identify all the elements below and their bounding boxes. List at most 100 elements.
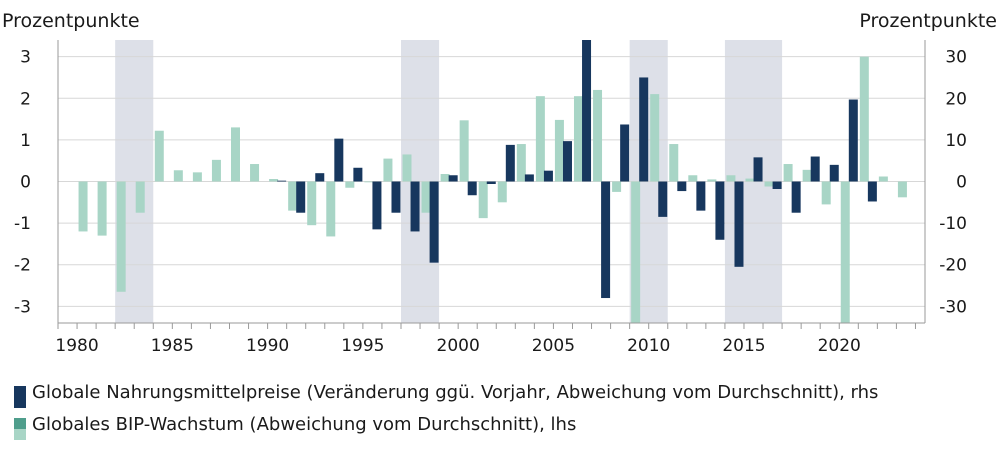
- right-tick-label-0: 30: [945, 48, 967, 68]
- gdp-bar-1995: [364, 181, 374, 183]
- gdp-bar-1987: [211, 159, 221, 182]
- food-bar-1993: [315, 173, 325, 182]
- legend-swatch-gdp-top: [14, 418, 26, 429]
- gdp-bar-1998: [421, 181, 431, 213]
- x-tick-label-2000: 2000: [437, 336, 480, 356]
- legend-item-gdp: Globales BIP-Wachstum (Abweichung vom Du…: [14, 412, 878, 444]
- gdp-bar-2018: [802, 169, 812, 182]
- food-bar-2015: [734, 181, 744, 267]
- gdp-bar-1986: [192, 172, 202, 182]
- right-tick-label-3: 0: [956, 173, 967, 193]
- gdp-bar-2004: [535, 96, 545, 182]
- food-bar-2010: [639, 77, 649, 182]
- food-bar-2021: [848, 99, 858, 182]
- food-bar-2000: [448, 175, 458, 182]
- food-bar-2013: [696, 181, 706, 211]
- x-tick-label-2015: 2015: [722, 336, 765, 356]
- gdp-bar-1990: [269, 179, 279, 182]
- x-tick-label-2020: 2020: [818, 336, 861, 356]
- x-tick-label-1990: 1990: [246, 336, 289, 356]
- gdp-bar-2006: [573, 96, 583, 182]
- food-bar-1994: [334, 138, 344, 182]
- food-bar-1997: [391, 181, 401, 213]
- food-bar-2011: [658, 181, 668, 217]
- food-price-bars: [277, 40, 877, 299]
- gdp-bar-1997: [402, 154, 412, 182]
- x-tick-label-1985: 1985: [151, 336, 194, 356]
- food-bar-1996: [372, 181, 382, 230]
- gdp-bar-2008: [612, 181, 622, 192]
- gdp-bar-1988: [230, 127, 240, 182]
- x-tick-label-2010: 2010: [627, 336, 670, 356]
- gdp-bar-2010: [650, 94, 660, 182]
- food-bar-2001: [467, 181, 477, 196]
- gdp-bar-2002: [497, 181, 507, 203]
- gdp-bar-2020: [840, 181, 850, 323]
- food-bar-2003: [505, 144, 515, 182]
- right-tick-label-4: -10: [939, 214, 967, 234]
- gdp-bar-1996: [383, 158, 393, 182]
- gdp-bar-2021: [859, 56, 869, 182]
- gdp-bar-1985: [173, 170, 183, 182]
- legend-label-gdp: Globales BIP-Wachstum (Abweichung vom Du…: [32, 414, 577, 435]
- gdp-bar-2003: [516, 144, 526, 182]
- gdp-bar-2016: [764, 181, 774, 187]
- left-tick-label-2: 1: [20, 131, 31, 151]
- gdp-bar-1982: [116, 181, 126, 292]
- legend-item-food-prices: Globale Nahrungsmittelpreise (Veränderun…: [14, 380, 878, 412]
- gdp-bar-2009: [631, 181, 641, 323]
- x-tick-label-2005: 2005: [532, 336, 575, 356]
- food-bar-2020: [829, 164, 839, 182]
- left-tick-label-3: 0: [20, 173, 31, 193]
- gdp-bar-2001: [478, 181, 488, 219]
- x-tick-label-1995: 1995: [341, 336, 384, 356]
- gdp-bar-1980: [78, 181, 88, 232]
- gdp-bar-1984: [154, 130, 164, 182]
- food-bar-2008: [601, 181, 611, 299]
- food-bar-1998: [410, 181, 420, 232]
- food-bar-2018: [791, 181, 801, 213]
- food-bar-1991: [277, 180, 287, 182]
- food-bar-2016: [753, 157, 763, 182]
- food-bar-1992: [296, 181, 306, 213]
- food-bar-2007: [582, 40, 592, 182]
- left-tick-label-5: -2: [14, 256, 31, 276]
- gdp-bar-1983: [135, 181, 145, 213]
- gdp-bar-2014: [726, 175, 736, 182]
- axes: [57, 40, 926, 329]
- legend-swatch-gdp-bottom: [14, 429, 26, 440]
- food-bar-2022: [867, 181, 877, 202]
- gdp-bar-2019: [821, 181, 831, 205]
- x-tick-label-1980: 1980: [55, 336, 98, 356]
- gdp-bar-2007: [593, 89, 603, 182]
- gdp-bar-2023: [897, 181, 907, 198]
- food-bar-2014: [715, 181, 725, 240]
- left-tick-label-6: -3: [14, 297, 31, 317]
- gdp-bar-1981: [97, 181, 107, 236]
- right-axis-title: Prozentpunkte: [859, 10, 997, 32]
- legend-swatch-food-prices: [14, 386, 26, 408]
- food-bar-2019: [810, 156, 820, 182]
- left-axis-title: Prozentpunkte: [2, 10, 140, 32]
- legend-swatch-gdp: [14, 418, 26, 440]
- food-bar-2005: [543, 170, 553, 182]
- legend: Globale Nahrungsmittelpreise (Veränderun…: [14, 380, 878, 444]
- food-bar-1995: [353, 167, 363, 182]
- left-tick-label-1: 2: [20, 89, 31, 109]
- left-tick-label-0: 3: [20, 48, 31, 68]
- gdp-bars: [78, 56, 907, 323]
- legend-label-food-prices: Globale Nahrungsmittelpreise (Veränderun…: [32, 382, 879, 403]
- right-tick-label-1: 20: [945, 89, 967, 109]
- gdp-bar-1993: [326, 181, 336, 237]
- gdp-bar-1992: [307, 181, 317, 226]
- food-bar-2017: [772, 181, 782, 189]
- gdp-bar-1999: [440, 174, 450, 182]
- food-bar-2004: [524, 174, 534, 182]
- gdp-bar-1991: [288, 181, 298, 211]
- food-bar-2002: [486, 181, 496, 184]
- food-bar-2006: [562, 141, 572, 182]
- food-bar-2012: [677, 181, 687, 192]
- right-tick-label-6: -30: [939, 297, 967, 317]
